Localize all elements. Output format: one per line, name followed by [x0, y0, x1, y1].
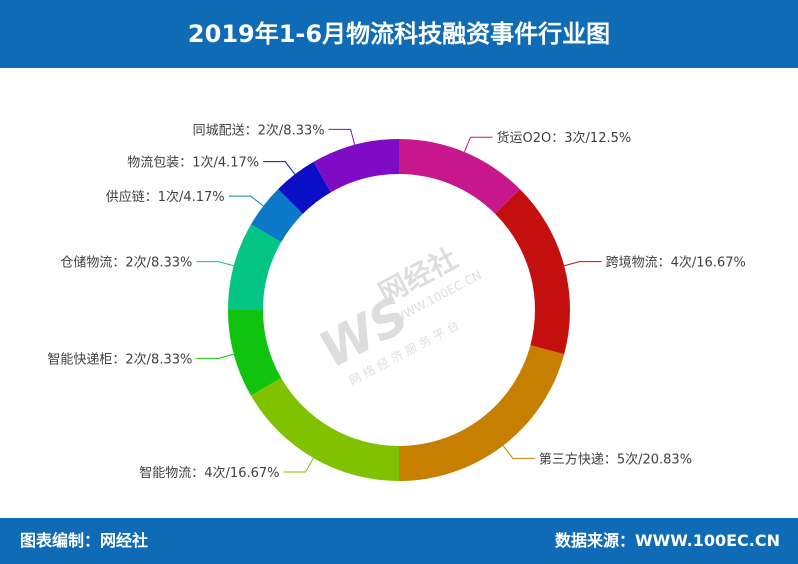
donut-slice	[495, 189, 570, 355]
slice-data-label: 物流包装：1次/4.17%	[127, 155, 259, 171]
donut-chart-svg: WS 网经社 WWW.100EC.CN 网 络 经 济 服 务 平 台 货运O2…	[47, 122, 746, 481]
slice-data-label: 货运O2O：3次/12.5%	[497, 130, 632, 146]
watermark-logo: WS 网经社 WWW.100EC.CN 网 络 经 济 服 务 平 台	[310, 242, 484, 388]
slice-data-label: 仓储物流：2次/8.33%	[60, 255, 192, 271]
footer-credit: 图表编制：网经社	[20, 531, 149, 550]
label-leader-line	[196, 261, 234, 267]
label-leader-line	[463, 136, 493, 153]
donut-slice	[228, 310, 282, 396]
donut-slice	[278, 161, 331, 214]
chart-title: 2019年1-6月物流科技融资事件行业图	[187, 20, 611, 48]
donut-slice	[250, 189, 303, 242]
slice-data-label: 智能物流：4次/16.67%	[139, 465, 279, 481]
label-leader-line	[263, 161, 296, 175]
donut-slice	[250, 378, 399, 481]
label-leader-line	[328, 128, 356, 145]
chart-title-banner: 2019年1-6月物流科技融资事件行业图	[0, 0, 798, 68]
label-leader-line	[228, 195, 264, 207]
footer-source: 数据来源：WWW.100EC.CN	[554, 531, 780, 550]
donut-slice	[399, 345, 565, 481]
slice-data-label: 第三方快递：5次/20.83%	[539, 451, 692, 467]
slice-data-label: 同城配送：2次/8.33%	[193, 122, 325, 138]
footer-bar: 图表编制：网经社 数据来源：WWW.100EC.CN	[0, 518, 798, 564]
label-leader-line	[502, 445, 535, 459]
label-leader-line	[196, 353, 234, 359]
slice-data-label: 供应链：1次/4.17%	[106, 189, 225, 205]
donut-slice	[228, 224, 282, 310]
label-leader-line	[564, 261, 602, 267]
slice-data-label: 智能快递柜：2次/8.33%	[47, 351, 192, 367]
donut-chart: WS 网经社 WWW.100EC.CN 网 络 经 济 服 务 平 台 货运O2…	[0, 68, 798, 518]
label-leader-line	[283, 457, 314, 473]
donut-slice	[313, 139, 399, 193]
slice-data-label: 跨境物流：4次/16.67%	[606, 255, 746, 271]
donut-slice	[399, 139, 520, 214]
